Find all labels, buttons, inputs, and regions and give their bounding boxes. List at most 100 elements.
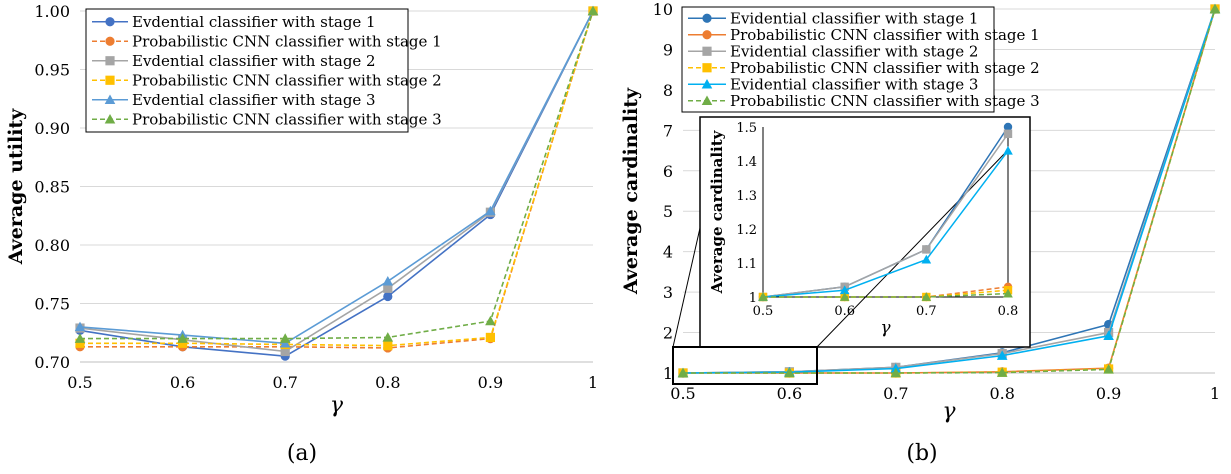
legend-label: Probabilistic CNN classifier with stage …: [730, 59, 1040, 77]
data-point: [383, 283, 393, 293]
data-point: [1103, 330, 1114, 341]
series-5: [74, 5, 599, 348]
inset-y-tick-label: 1.4: [736, 155, 757, 170]
legend-label: Probabilistic CNN classifier with stage …: [730, 92, 1040, 110]
legend-label: Probabilistic CNN classifier with stage …: [132, 71, 442, 89]
x-tick-label: 0.5: [670, 384, 695, 403]
inset-data-point: [922, 245, 931, 254]
y-tick-label: 0.95: [34, 61, 70, 80]
data-point: [74, 321, 86, 332]
inset-x-axis-title: γ: [880, 318, 891, 338]
inset-data-point: [921, 292, 932, 301]
data-point: [177, 333, 188, 343]
inset-y-tick-label: 1.1: [736, 257, 757, 272]
y-tick-label: 10: [653, 0, 673, 19]
legend-swatch-marker: [702, 46, 712, 56]
y-tick-label: 4: [663, 243, 673, 262]
series-line: [79, 10, 594, 345]
x-tick-label: 1: [588, 373, 598, 392]
legend-swatch-marker: [702, 30, 712, 40]
series-line: [683, 8, 1216, 374]
legend-label: Evdential classifier with stage 3: [132, 91, 376, 109]
data-point: [1103, 364, 1114, 374]
series-line: [79, 10, 594, 357]
zoom-connector: [672, 227, 701, 348]
inset-data-point: [1003, 129, 1013, 138]
data-point: [996, 350, 1008, 360]
y-tick-label: 7: [663, 121, 673, 140]
inset-series-line: [762, 150, 1009, 298]
legend-label: Probabilistic CNN classifier with stage …: [132, 32, 442, 50]
inset-y-tick-label: 1: [749, 291, 757, 306]
inset-y-tick-label: 1.2: [736, 223, 757, 238]
y-tick-label: 0.80: [34, 236, 70, 255]
y-tick-label: 0.70: [34, 353, 70, 372]
inset-data-point: [921, 254, 932, 264]
y-tick-label: 8: [663, 81, 673, 100]
x-tick-label: 1: [1210, 384, 1220, 403]
inset-data-point: [1003, 122, 1013, 132]
x-tick-label: 0.6: [777, 384, 802, 403]
y-axis-title: Average utility: [5, 108, 27, 265]
y-tick-label: 0.90: [34, 119, 70, 138]
data-point: [996, 367, 1008, 377]
data-point: [280, 346, 290, 357]
y-axis-title: Average cardinality: [620, 87, 642, 295]
data-point: [382, 332, 394, 342]
legend-swatch-marker: [104, 113, 116, 124]
x-tick-label: 0.7: [883, 384, 908, 403]
data-point: [383, 291, 393, 302]
data-point: [178, 338, 188, 348]
x-tick-label: 0.9: [1096, 384, 1121, 403]
data-point: [1209, 3, 1221, 14]
x-tick-label: 0.6: [170, 373, 195, 392]
panel-label: (a): [287, 441, 317, 466]
inset-x-tick-label: 0.6: [834, 304, 855, 319]
y-tick-label: 0.75: [34, 295, 70, 314]
inset-frame: [699, 116, 1031, 348]
data-point: [890, 367, 902, 378]
x-axis-title: γ: [330, 393, 344, 418]
x-tick-label: 0.9: [478, 373, 503, 392]
legend-swatch-marker: [702, 63, 712, 73]
y-tick-label: 2: [663, 324, 673, 343]
data-point: [74, 333, 86, 343]
legend-swatch-marker: [104, 94, 116, 104]
data-point: [485, 205, 496, 216]
legend-label: Probabilistic CNN classifier with stage …: [132, 110, 442, 128]
data-point: [382, 275, 394, 286]
zoom-region-box: [672, 346, 818, 385]
legend-label: Evdential classifier with stage 1: [132, 13, 376, 31]
inset-data-point: [758, 292, 768, 301]
inset-data-point: [839, 292, 850, 301]
zoom-connector: [816, 149, 1009, 348]
y-tick-label: 0.85: [34, 178, 70, 197]
legend: Evdential classifier with stage 1Probabi…: [85, 8, 442, 133]
legend-swatch-marker: [105, 36, 115, 46]
data-point: [485, 332, 495, 343]
legend-label: Evidential classifier with stage 3: [730, 75, 978, 93]
x-axis-title: γ: [942, 399, 956, 424]
y-tick-label: 6: [663, 162, 673, 181]
series-6: [677, 3, 1221, 378]
legend-swatch-marker: [702, 13, 712, 23]
series-line: [80, 10, 594, 340]
legend-label: Evidential classifier with stage 2: [730, 42, 978, 60]
panel-label: (b): [906, 441, 937, 466]
legend-box: [85, 8, 409, 133]
data-point: [75, 338, 85, 348]
inset-chart: 1 1.1 1.2 1.3 1.4 1.5 0.5 0.6 0.7 0.8 γ Average car…: [672, 116, 1031, 385]
inset-series-6: [758, 288, 1013, 301]
x-tick-label: 0.5: [67, 373, 92, 392]
inset-y-tick-label: 1.5: [736, 121, 757, 136]
legend-swatch-marker: [105, 75, 115, 85]
data-point: [383, 341, 393, 351]
inset-y-axis-title: Average cardinality: [708, 129, 726, 294]
data-point: [279, 333, 291, 343]
inset-data-point: [1003, 145, 1013, 155]
inset-series-line: [762, 133, 1009, 298]
inset-data-point: [1003, 288, 1013, 298]
data-point: [784, 367, 795, 378]
legend-swatch-marker: [105, 56, 115, 66]
